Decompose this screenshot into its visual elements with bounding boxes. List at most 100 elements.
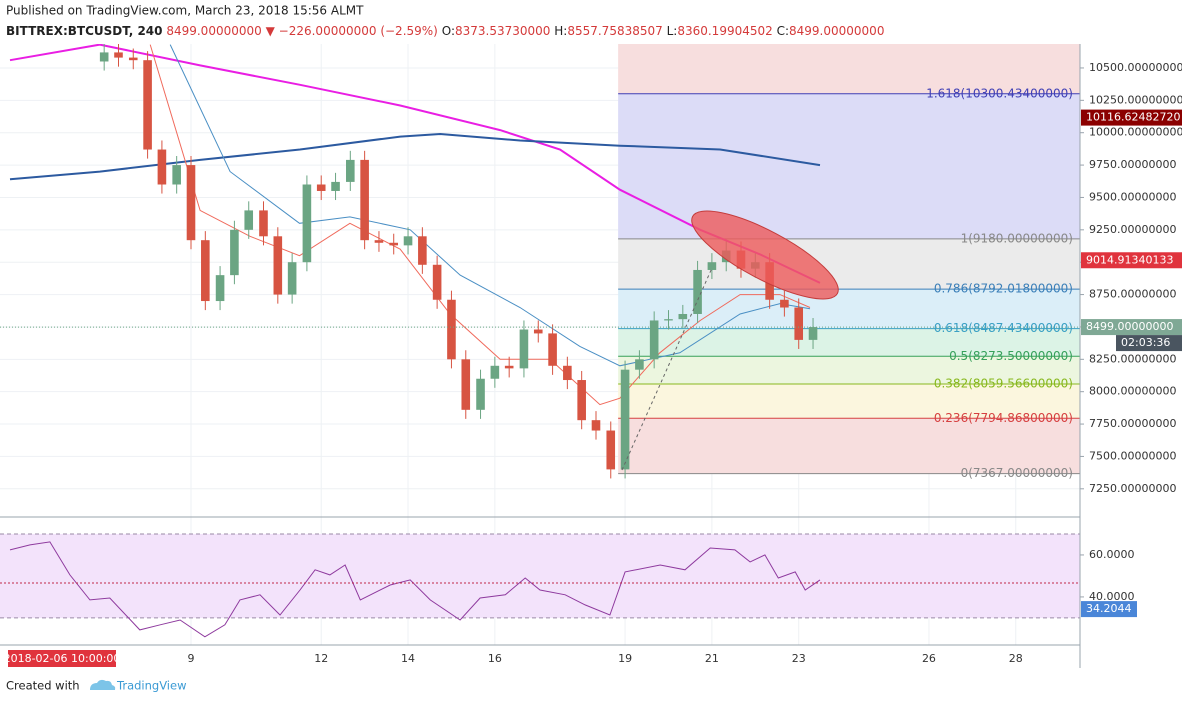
candle-body xyxy=(519,329,529,369)
indicator-line xyxy=(9,132,821,181)
fib-zone xyxy=(618,93,1080,239)
price-label-box xyxy=(1081,252,1182,269)
y-tick-label: 8250.00000000 xyxy=(1089,352,1176,365)
candle-body xyxy=(794,307,804,340)
candle-body xyxy=(591,420,601,431)
y-tick-label: 8000.00000000 xyxy=(1089,385,1176,398)
crosshair-box xyxy=(8,650,116,667)
fib-label: 0.236(7794.86800000) xyxy=(934,411,1073,425)
candle-body xyxy=(273,236,283,295)
fib-zone xyxy=(618,383,1080,419)
rsi-pane xyxy=(0,533,1080,638)
candle-body xyxy=(128,57,138,61)
rsi-band xyxy=(0,533,1080,618)
candle-body xyxy=(577,380,586,421)
candle-body xyxy=(389,242,399,246)
y-tick-label: 9750.00000000 xyxy=(1089,158,1176,171)
candle-body xyxy=(490,365,500,379)
candle-body xyxy=(374,240,384,243)
candle-body xyxy=(172,165,181,185)
fib-label: 0.786(8792.01800000) xyxy=(934,282,1073,296)
candle-body xyxy=(678,313,688,320)
symbol: BITTREX:BTCUSDT, 240 xyxy=(6,24,163,38)
rsi-label-box xyxy=(1081,601,1137,618)
y-tick-label: 9250.00000000 xyxy=(1089,223,1176,236)
crosshair-date: 2018-02-06 10:00:00 xyxy=(4,652,121,665)
rsi-tick-label: 60.0000 xyxy=(1089,548,1135,561)
y-tick-label: 10000.00000000 xyxy=(1089,126,1182,139)
candle-body xyxy=(418,236,427,265)
candle-body xyxy=(331,181,340,191)
indicator-line xyxy=(9,541,821,638)
y-tick-label: 7250.00000000 xyxy=(1089,482,1176,495)
candle-body xyxy=(186,165,196,241)
direction: ▼ xyxy=(266,24,276,38)
price-label: 10116.62482720 xyxy=(1086,111,1180,124)
candle-body xyxy=(244,210,254,230)
price-label-box xyxy=(1081,109,1182,126)
candle-body xyxy=(360,159,369,241)
fib-label: 0(7367.00000000) xyxy=(961,466,1073,480)
y-tick-label: 10500.00000000 xyxy=(1089,61,1182,74)
ohlc-value: 8499.00000000 xyxy=(789,24,884,38)
brand[interactable]: TradingView xyxy=(116,679,186,693)
fib-zone xyxy=(618,356,1080,384)
candle-body xyxy=(780,299,789,308)
x-tick-label: 12 xyxy=(314,652,328,665)
x-tick-label: 16 xyxy=(488,652,502,665)
candle-body xyxy=(808,327,818,340)
candle-body xyxy=(606,430,616,470)
candle-body xyxy=(215,275,225,302)
x-tick-label: 9 xyxy=(187,652,194,665)
fib-label: 1.618(10300.43400000) xyxy=(926,86,1073,100)
x-tick-label: 23 xyxy=(792,652,806,665)
ohlc-value: 8557.75838507 xyxy=(567,24,662,38)
y-tick-label: 8750.00000000 xyxy=(1089,288,1176,301)
ohlc-key: O: xyxy=(442,24,455,38)
candle-body xyxy=(563,365,572,381)
candle-body xyxy=(461,359,471,410)
candle-body xyxy=(302,184,312,263)
candle-body xyxy=(143,60,152,150)
timer-box xyxy=(1116,335,1182,352)
rsi-tick-label: 40.0000 xyxy=(1089,590,1135,603)
candle-body xyxy=(99,52,109,62)
timer: 02:03:36 xyxy=(1121,336,1170,349)
highlight-ellipse xyxy=(691,210,839,300)
candle-body xyxy=(201,240,210,302)
candle-body xyxy=(259,210,268,237)
candle-body xyxy=(316,184,326,191)
price-label: 9014.91340133 xyxy=(1086,253,1173,266)
candle-body xyxy=(635,359,644,370)
fib-label: 0.618(8487.43400000) xyxy=(934,321,1073,335)
rsi-label: 34.2044 xyxy=(1086,602,1132,615)
y-tick-label: 10250.00000000 xyxy=(1089,93,1182,106)
published-line: Published on TradingView.com, March 23, … xyxy=(6,4,364,18)
x-tick-label: 14 xyxy=(401,652,415,665)
ohlc-value: 8373.53730000 xyxy=(455,24,550,38)
candle-body xyxy=(504,365,514,369)
y-tick-label: 7750.00000000 xyxy=(1089,417,1176,430)
y-tick-label: 7500.00000000 xyxy=(1089,449,1176,462)
price-label-box xyxy=(1081,319,1182,336)
fib-label: 1(9180.00000000) xyxy=(961,231,1073,245)
symbol-line: BITTREX:BTCUSDT, 240 8499.00000000 ▼ −22… xyxy=(6,24,884,38)
candle-body xyxy=(476,378,485,410)
candle-body xyxy=(533,329,543,334)
candle-body xyxy=(707,262,717,270)
y-tick-label: 9500.00000000 xyxy=(1089,190,1176,203)
axes: 10500.00000000 10250.00000000 10000.000000… xyxy=(187,61,1182,665)
fib-label: 0.5(8273.50000000) xyxy=(949,349,1073,363)
change: −226.00000000 (−2.59%) xyxy=(279,24,438,38)
price-label: 8499.00000000 xyxy=(1086,320,1173,333)
candle-body xyxy=(287,262,297,295)
candle-body xyxy=(403,236,413,246)
candle-body xyxy=(620,369,630,470)
candle-body xyxy=(693,269,702,314)
x-tick-label: 26 xyxy=(922,652,936,665)
candle-body xyxy=(230,229,239,276)
last-price: 8499.00000000 xyxy=(166,24,261,38)
candle-body xyxy=(114,52,123,58)
candle-body xyxy=(649,320,659,360)
ohlc-key: C: xyxy=(777,24,789,38)
